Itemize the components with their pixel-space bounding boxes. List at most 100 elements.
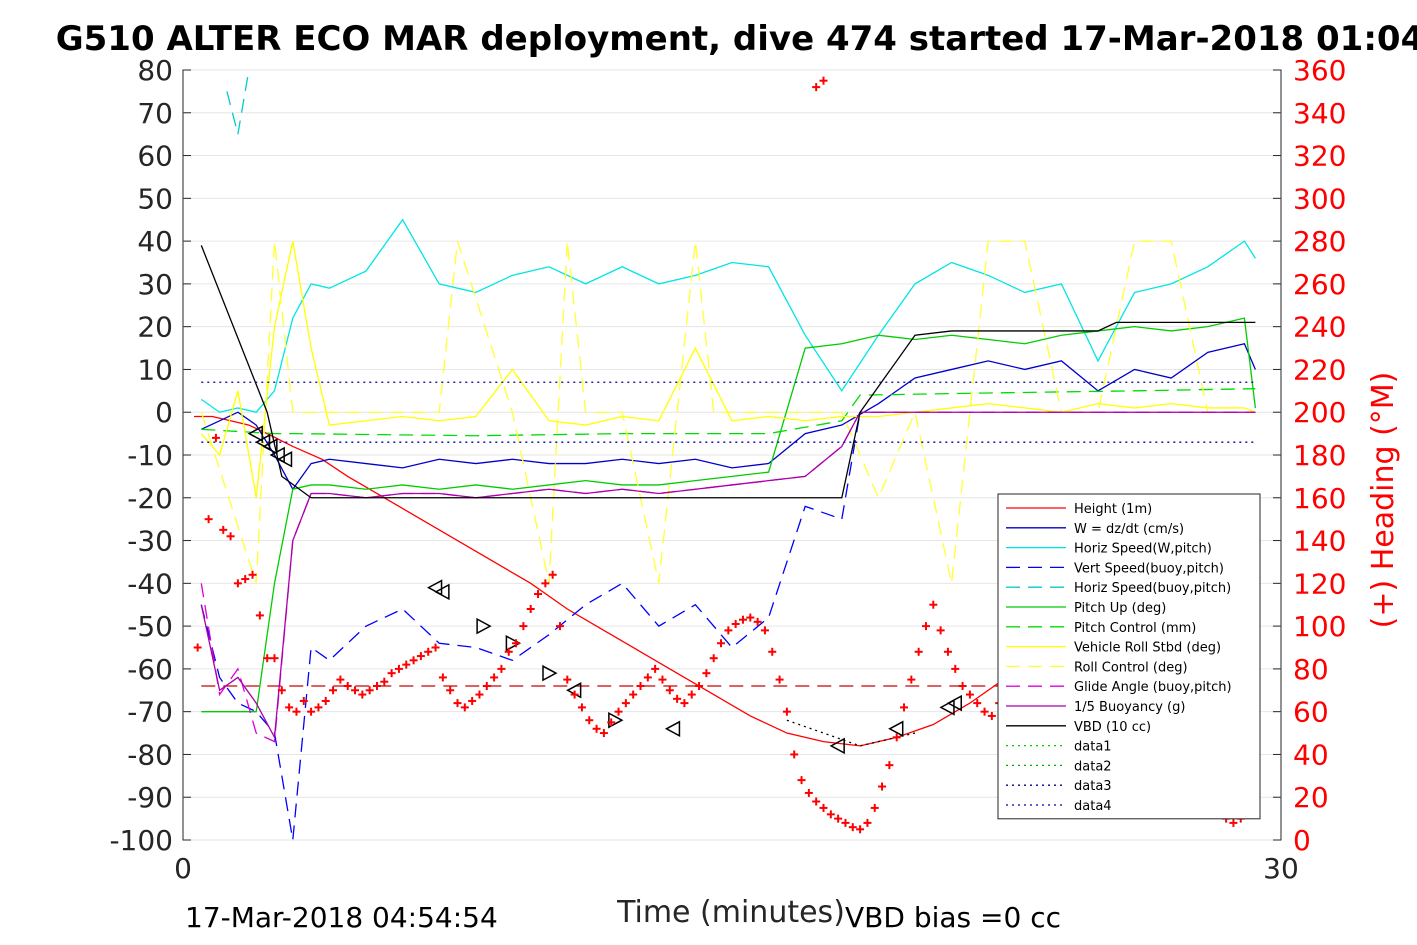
- legend-item: data2: [1006, 759, 1112, 774]
- x-tick-label: 0: [174, 852, 192, 885]
- heading-point: [848, 823, 857, 832]
- heading-point: [446, 686, 455, 695]
- triangle-marker: [542, 664, 558, 682]
- heading-point: [812, 797, 821, 806]
- legend-item: data3: [1006, 779, 1112, 794]
- y-tick-label: -60: [127, 653, 173, 686]
- y-right-tick-label: 40: [1293, 738, 1329, 771]
- y-right-tick-label: 140: [1293, 525, 1346, 558]
- series-line-7: [200, 240, 1256, 498]
- heading-point: [870, 803, 879, 812]
- y-tick-label: 40: [137, 225, 173, 258]
- series-line-4: [226, 70, 250, 135]
- legend-label: data4: [1074, 799, 1112, 814]
- heading-point: [1229, 818, 1238, 827]
- heading-point: [717, 639, 726, 648]
- y-right-tick-label: 360: [1293, 54, 1346, 87]
- heading-point: [241, 575, 250, 584]
- heading-point: [570, 690, 579, 699]
- heading-point: [746, 613, 755, 622]
- legend-item: W = dz/dt (cm/s): [1006, 522, 1184, 537]
- heading-point: [782, 707, 791, 716]
- chart-title: G510 ALTER ECO MAR deployment, dive 474 …: [56, 19, 1417, 59]
- triangle-marker: [664, 720, 681, 738]
- heading-point: [248, 570, 257, 579]
- legend-label: VBD (10 cc): [1074, 720, 1151, 735]
- heading-point: [958, 682, 967, 690]
- y-tick-label: 60: [137, 140, 173, 173]
- heading-point: [468, 696, 477, 705]
- y-right-tick-label: 100: [1293, 610, 1346, 643]
- legend-label: Pitch Up (deg): [1074, 601, 1166, 616]
- heading-point: [738, 615, 747, 624]
- legend-item: 1/5 Buoyancy (g): [1006, 700, 1185, 715]
- triangle-marker: [505, 634, 521, 652]
- legend-item: Horiz Speed(W,pitch): [1006, 542, 1212, 557]
- heading-point: [482, 682, 491, 690]
- triangle-marker: [262, 438, 278, 455]
- y-right-tick-label: 200: [1293, 396, 1346, 429]
- heading-point: [336, 675, 345, 684]
- triangle-marker: [476, 617, 492, 635]
- heading-point: [826, 810, 835, 819]
- y-tick-label: -20: [127, 482, 173, 515]
- heading-point: [292, 707, 301, 716]
- heading-point: [592, 724, 601, 733]
- heading-point: [841, 818, 850, 827]
- footer-vbd-bias: VBD bias =0 cc: [845, 901, 1061, 934]
- heading-point: [599, 729, 608, 738]
- triangle-marker: [247, 425, 263, 442]
- legend-label: data2: [1074, 759, 1112, 774]
- legend-item: Pitch Up (deg): [1006, 601, 1166, 616]
- heading-point: [402, 660, 411, 669]
- legend-label: Glide Angle (buoy,pitch): [1074, 680, 1232, 695]
- y-tick-label: 80: [137, 54, 173, 87]
- heading-point: [193, 643, 202, 652]
- triangle-marker: [829, 737, 845, 755]
- heading-point: [790, 750, 799, 759]
- heading-point: [321, 696, 330, 705]
- heading-point: [460, 703, 469, 712]
- right-axis-ticks: 3603403203002802602402202001801601401201…: [1273, 54, 1346, 857]
- series-line-5: [201, 317, 1257, 713]
- heading-point: [424, 647, 433, 656]
- heading-point: [863, 818, 872, 827]
- y-right-tick-label: 320: [1293, 140, 1346, 173]
- y-tick-label: 50: [137, 182, 173, 215]
- y-tick-label: -90: [127, 781, 173, 814]
- heading-point: [263, 654, 272, 663]
- legend-item: Roll Control (deg): [1006, 660, 1188, 675]
- legend-label: Vert Speed(buoy,pitch): [1074, 561, 1224, 576]
- heading-point: [497, 664, 506, 673]
- legend-label: Roll Control (deg): [1074, 660, 1188, 675]
- triangle-marker: [254, 433, 271, 451]
- legend-label: Pitch Control (mm): [1074, 621, 1196, 636]
- heading-point: [380, 677, 389, 686]
- legend-label: data3: [1074, 779, 1112, 794]
- y-tick-label: 70: [137, 97, 173, 130]
- triangle-marker: [434, 583, 450, 601]
- heading-point: [219, 525, 228, 534]
- heading-point: [987, 711, 996, 720]
- heading-point: [409, 656, 418, 665]
- series-layer: [193, 70, 1257, 840]
- legend-item: Pitch Control (mm): [1006, 621, 1196, 636]
- heading-point: [365, 686, 374, 695]
- legend-label: 1/5 Buoyancy (g): [1074, 700, 1185, 715]
- footer-timestamp: 17-Mar-2018 04:54:54: [185, 901, 498, 934]
- heading-point: [951, 664, 960, 673]
- heading-point: [797, 776, 806, 785]
- heading-point: [768, 647, 777, 656]
- legend-label: W = dz/dt (cm/s): [1074, 522, 1184, 537]
- y-tick-label: -80: [127, 738, 173, 771]
- heading-point: [490, 673, 499, 682]
- legend-label: Horiz Speed(buoy,pitch): [1074, 581, 1231, 596]
- x-axis-label: Time (minutes): [616, 895, 845, 930]
- heading-outlier-point: [812, 83, 821, 92]
- legend-label: Vehicle Roll Stbd (deg): [1074, 641, 1221, 656]
- heading-point: [965, 690, 974, 699]
- heading-point: [753, 617, 762, 626]
- heading-point: [555, 622, 564, 631]
- heading-point: [804, 788, 813, 797]
- heading-point: [856, 825, 865, 834]
